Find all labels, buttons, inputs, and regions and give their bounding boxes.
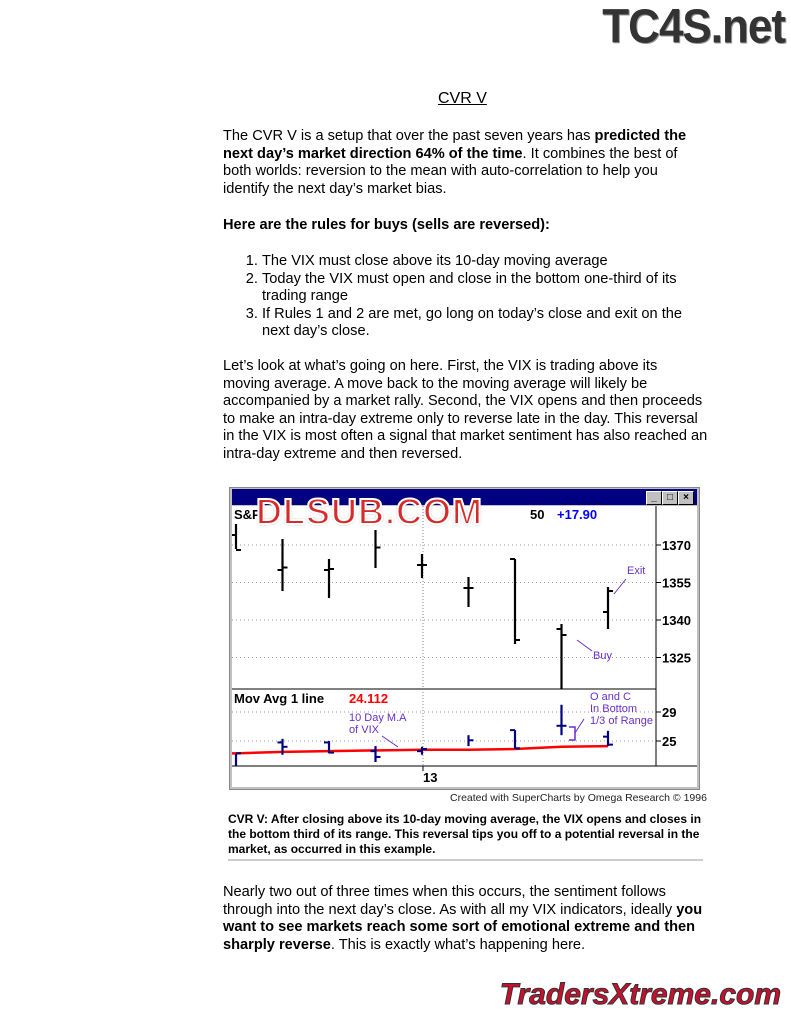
chart-background (232, 506, 697, 787)
oc-annotation: O and C (590, 691, 631, 703)
oc-annotation: In Bottom (590, 703, 637, 715)
exit-annotation: Exit (627, 565, 645, 577)
rule-item: If Rules 1 and 2 are met, go long on tod… (262, 306, 708, 341)
chart-caption: CVR V: After closing above its 10-day mo… (228, 812, 703, 861)
vix-tick-label: 29 (662, 705, 676, 720)
intro-text-end: . It combines the best of both worlds: r… (223, 145, 678, 197)
closing-text: Nearly two out of three times when this … (223, 884, 677, 918)
price-tick-label: 1325 (662, 651, 691, 666)
oc-bracket (569, 726, 576, 741)
ma-annotation: 10 Day M.A (349, 712, 407, 724)
intro-text: The CVR V is a setup that over the past … (223, 128, 595, 144)
closing-paragraph: Nearly two out of three times when this … (223, 884, 708, 954)
rules-heading: Here are the rules for buys (sells are r… (223, 217, 550, 233)
dlsub-watermark: DLSUB.COM (255, 490, 483, 533)
closing-emphasis: you want to see markets reach some sort … (223, 901, 703, 953)
minimize-button[interactable]: _ (646, 491, 662, 505)
exit-pointer (613, 578, 627, 595)
chart-title-bar: _ □ × (232, 489, 697, 505)
oc-annotation: 1/3 of Range (590, 715, 653, 727)
explanation-paragraph: Let’s look at what’s going on here. Firs… (223, 358, 708, 462)
chart-credit: Created with SuperCharts by Omega Resear… (450, 792, 707, 804)
close-button[interactable]: × (678, 491, 694, 505)
rule-item: The VIX must close above its 10-day movi… (262, 253, 708, 271)
vix-moving-average-line (232, 744, 609, 755)
price-last-value: 50 (530, 507, 544, 522)
rules-list: The VIX must close above its 10-day movi… (223, 253, 708, 341)
time-tick-label: 13 (423, 770, 437, 785)
ma-annotation: of VIX (349, 724, 380, 736)
vix-ma-value: 24.112 (349, 691, 388, 706)
rule-item: Today the VIX must open and close in the… (262, 271, 708, 306)
vix-panel-label: Mov Avg 1 line (234, 691, 324, 706)
vix-tick-label: 25 (662, 734, 676, 749)
tradersxtreme-logo: TradersXtreme.com (499, 978, 781, 1012)
buy-pointer (576, 639, 593, 652)
closing-text-end: . This is exactly what’s happening here. (330, 936, 586, 953)
tc4s-logo: TC4S.net (602, 0, 786, 54)
price-panel-label: S&P (234, 507, 261, 522)
chart: 1370 1355 1340 1325 S&P 50 +17.90 Buy Exit 29 25 Mo… (232, 506, 697, 787)
intro-paragraph: The CVR V is a setup that over the past … (223, 128, 708, 198)
page-title: CVR V (438, 90, 487, 107)
price-tick-label: 1370 (662, 538, 691, 553)
ma-pointer (381, 735, 399, 748)
price-tick-label: 1340 (662, 613, 691, 628)
buy-annotation: Buy (593, 650, 612, 662)
oc-pointer (574, 718, 585, 734)
price-change: +17.90 (557, 507, 597, 522)
intro-emphasis: predicted the next day’s market directio… (223, 128, 687, 162)
maximize-button[interactable]: □ (662, 491, 678, 505)
chart-window: _ □ × 1370 1355 1340 1325 S&P 50 +17.90 Buy Exit… (229, 487, 700, 790)
price-tick-label: 1355 (662, 576, 691, 591)
